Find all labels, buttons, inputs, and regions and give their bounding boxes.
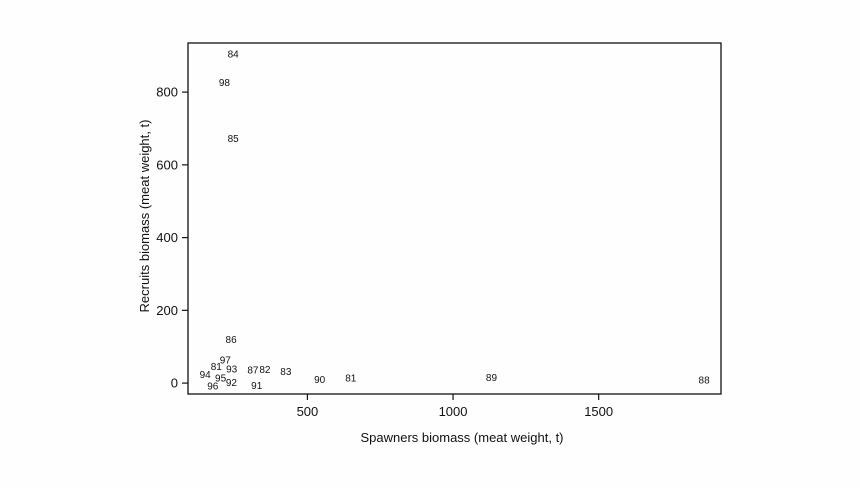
data-point-label: 81 xyxy=(211,362,223,373)
y-axis: 0 200 400 600 800 xyxy=(156,85,188,391)
data-point-label: 98 xyxy=(219,78,231,89)
y-tick-label: 800 xyxy=(156,85,178,100)
y-tick-label: 200 xyxy=(156,303,178,318)
x-tick-label: 500 xyxy=(297,404,319,419)
y-tick-label: 0 xyxy=(171,376,178,391)
data-point-label: 96 xyxy=(207,381,219,392)
data-point-label: 93 xyxy=(226,364,238,375)
x-tick-label: 1000 xyxy=(439,404,468,419)
y-tick-label: 600 xyxy=(156,157,178,172)
data-point-label: 82 xyxy=(259,365,271,376)
plot-frame xyxy=(187,42,722,395)
data-point-label: 90 xyxy=(314,375,326,386)
y-axis-label: Recruits biomass (meat weight, t) xyxy=(137,120,152,313)
data-point-label: 97 xyxy=(220,355,232,366)
data-point-label: 84 xyxy=(228,49,240,60)
data-point-label: 88 xyxy=(699,376,711,387)
x-axis-label: Spawners biomass (meat weight, t) xyxy=(360,430,563,445)
data-point-label: 83 xyxy=(280,367,292,378)
data-point-label: 87 xyxy=(247,365,259,376)
data-point-label: 85 xyxy=(228,134,240,145)
x-axis: 500 1000 1500 xyxy=(297,394,613,419)
data-point-label: 86 xyxy=(226,335,238,346)
x-tick-label: 1500 xyxy=(584,404,613,419)
data-point-label: 92 xyxy=(226,378,238,389)
data-point-label: 89 xyxy=(486,373,498,384)
data-point-label: 94 xyxy=(200,370,212,381)
data-point-label: 81 xyxy=(345,373,357,384)
y-tick-label: 400 xyxy=(156,230,178,245)
data-point-label: 95 xyxy=(215,373,227,384)
data-point-label: 91 xyxy=(251,381,263,392)
